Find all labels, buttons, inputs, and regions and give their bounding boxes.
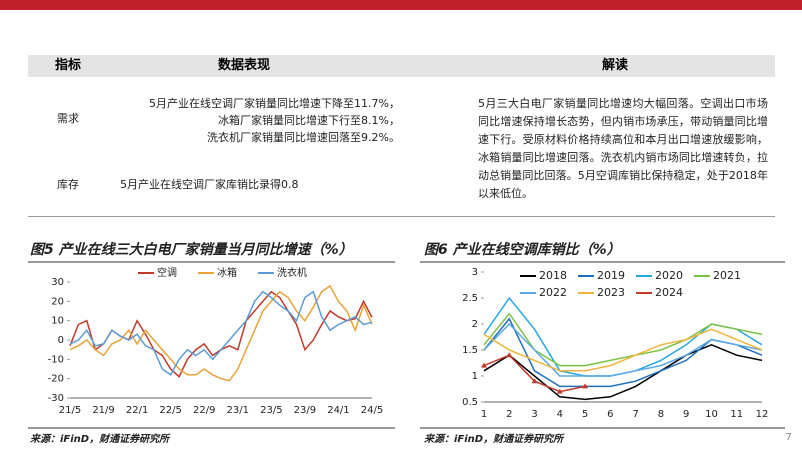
x-tick-label: 8 — [658, 409, 664, 420]
y-tick-label: 1 — [472, 371, 478, 382]
x-tick-label: 23/1 — [227, 405, 249, 416]
top-bar — [0, 0, 802, 10]
x-tick-label: 4 — [557, 409, 563, 420]
legend-label: 2018 — [539, 269, 567, 282]
x-tick-label: 24/1 — [327, 405, 349, 416]
header-cell: 数据表现 — [217, 58, 270, 73]
y-tick-label: 0.5 — [462, 397, 478, 408]
legend-label: 2023 — [597, 286, 625, 299]
y-tick-label: 3 — [472, 267, 478, 278]
data-line: 冰箱厂家销量同比增速下行至8.1%， — [218, 114, 400, 127]
series-line — [483, 328, 763, 372]
chart-title: 图5 产业在线三大白电厂家销量当月同比增速（%） — [30, 241, 353, 258]
series-line — [483, 317, 763, 388]
data-line: 5月产业在线空调厂家销量同比增速下降至11.7%， — [149, 97, 400, 110]
x-tick-label: 21/9 — [92, 405, 114, 416]
x-tick-label: 12 — [756, 409, 769, 420]
x-tick-label: 23/5 — [260, 405, 282, 416]
data-cell: 5月产业在线空调厂家销量同比增速下降至11.7%， 冰箱厂家销量同比增速下行至8… — [100, 95, 400, 146]
y-tick-label: 2 — [472, 319, 478, 330]
legend-label: 2022 — [539, 286, 567, 299]
data-line: 洗衣机厂家销量同比增速回落至9.2%。 — [207, 131, 400, 144]
interpretation: 5月三大白电厂家销量同比增速均大幅回落。空调出口市场同比增速保持增长态势，但内销… — [478, 97, 768, 200]
point-marker — [506, 352, 513, 358]
legend-label: 冰箱 — [217, 266, 237, 279]
source: 来源：iFinD，财通证券研究所 — [30, 433, 171, 445]
y-tick-label: 10 — [51, 316, 64, 327]
x-tick-label: 22/5 — [159, 405, 181, 416]
legend-label: 2021 — [713, 269, 741, 282]
y-tick-label: 20 — [51, 296, 64, 307]
point-marker — [556, 388, 563, 394]
chart-title: 图6 产业在线空调库销比（%） — [424, 241, 621, 258]
x-tick-label: 23/9 — [294, 405, 316, 416]
legend-label: 空调 — [157, 266, 177, 279]
x-tick-label: 5 — [582, 409, 588, 420]
x-tick-label: 3 — [531, 409, 537, 420]
legend-label: 2024 — [655, 286, 683, 299]
data-cell: 5月产业在线空调厂家库销比录得0.8 — [120, 178, 299, 191]
page-number: 7 — [786, 432, 792, 443]
x-tick-label: 9 — [683, 409, 689, 420]
x-tick-label: 11 — [730, 409, 743, 420]
table-rule — [28, 216, 775, 217]
series-line — [69, 290, 373, 376]
legend-label: 2019 — [597, 269, 625, 282]
source: 来源：iFinD，财通证券研究所 — [424, 433, 565, 445]
y-tick-label: 0 — [58, 335, 64, 346]
header-cell: 指标 — [54, 58, 81, 73]
x-tick-label: 2 — [506, 409, 512, 420]
y-tick-label: 30 — [51, 277, 64, 288]
x-tick-label: 21/5 — [59, 405, 81, 416]
series-line — [483, 312, 763, 367]
x-tick-label: 7 — [632, 409, 638, 420]
series-line — [483, 343, 763, 401]
x-tick-label: 10 — [705, 409, 718, 420]
point-marker — [582, 383, 589, 389]
y-tick-label: -30 — [48, 393, 64, 404]
header-bg — [28, 55, 775, 77]
x-tick-label: 22/1 — [126, 405, 148, 416]
point-marker — [481, 362, 487, 368]
x-tick-label: 22/9 — [193, 405, 215, 416]
series-line — [69, 284, 373, 382]
legend-label: 2020 — [655, 269, 683, 282]
row-label: 库存 — [57, 178, 79, 191]
series-line — [483, 322, 763, 377]
x-tick-label: 1 — [481, 409, 487, 420]
header-cell: 解读 — [601, 58, 628, 73]
legend-label: 洗衣机 — [277, 266, 307, 279]
point-marker — [531, 378, 538, 384]
x-tick-label: 24/5 — [361, 405, 383, 416]
y-tick-label: -20 — [48, 374, 64, 385]
series-line — [69, 290, 373, 378]
x-tick-label: 6 — [607, 409, 613, 420]
row-label: 需求 — [57, 112, 79, 125]
y-tick-label: 1.5 — [462, 345, 478, 356]
y-tick-label: -10 — [48, 354, 64, 365]
y-tick-label: 2.5 — [462, 293, 478, 304]
